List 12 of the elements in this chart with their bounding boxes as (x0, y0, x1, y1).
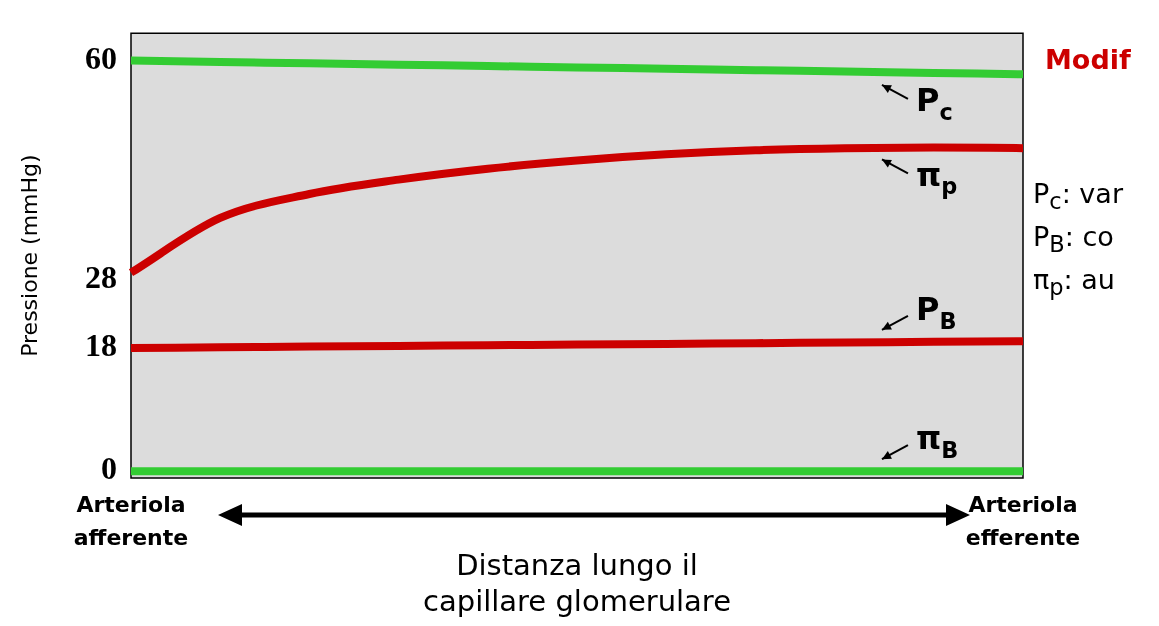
x-tick-label: Arteriola efferente (965, 492, 1081, 551)
y-tick-label: 60 (85, 39, 117, 76)
y-tick-label: 28 (85, 258, 117, 295)
y-axis-title: Pressione (mmHg) (16, 154, 42, 357)
y-tick-label: 0 (101, 450, 117, 487)
text: P$_{B}$: co (1033, 221, 1114, 258)
text: Modif (1045, 44, 1131, 75)
text: P$_{c}$: var (1033, 178, 1123, 215)
x-tick-label: Arteriola afferente (73, 492, 189, 551)
x-axis-title: Distanza lungo il capillare glomerulare (423, 548, 731, 619)
text: π$_{p}$: au (1033, 264, 1115, 301)
y-tick-label: 18 (85, 327, 117, 364)
